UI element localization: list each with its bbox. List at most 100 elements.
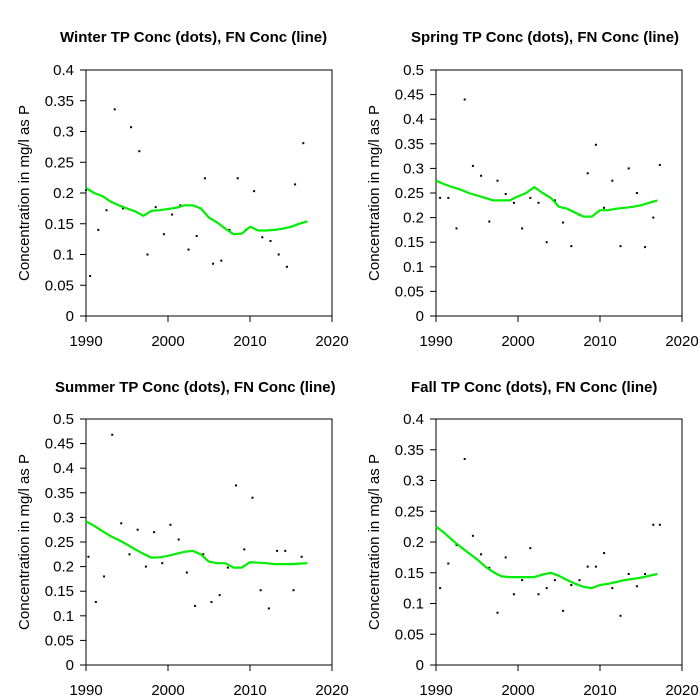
spring-tp-point [611, 179, 614, 182]
spring-tp-point [480, 174, 483, 177]
summer-tp-point [259, 589, 262, 592]
spring-tp-point [439, 196, 442, 199]
winter-panel: Winter TP Conc (dots), FN Conc (line) 0 0.… [16, 29, 349, 350]
winter-x-tick-label: 2000 [151, 333, 184, 350]
spring-y-tick-label: 0.4 [403, 111, 424, 128]
fall-tp-point [488, 566, 491, 569]
winter-plot-frame [85, 69, 333, 317]
spring-plot-frame [435, 69, 683, 317]
winter-tp-point [269, 239, 272, 242]
spring-chart-title: Spring TP Conc (dots), FN Conc (line) [411, 29, 679, 46]
summer-y-tick-label: 0.5 [53, 411, 74, 428]
fall-tp-point [529, 547, 532, 550]
summer-fn-line [85, 520, 308, 569]
winter-y-tick-label: 0 [66, 308, 74, 325]
spring-y-tick-label: 0.5 [403, 62, 424, 79]
winter-tp-point [253, 190, 256, 193]
fall-tp-point [463, 457, 466, 460]
winter-tp-point [121, 207, 124, 210]
summer-panel: Summer TP Conc (dots), FN Conc (line) 0 0.… [16, 379, 349, 699]
summer-tp-point [103, 575, 106, 578]
spring-y-axis-label: Concentration in mg/l as P [366, 105, 383, 281]
spring-x-tick-label: 2000 [501, 333, 534, 350]
spring-y-tick-label: 0.25 [395, 185, 424, 202]
spring-y-tick-label: 0 [416, 308, 424, 325]
winter-tp-point [220, 259, 223, 262]
summer-tp-point [284, 549, 287, 552]
fall-tp-point [635, 585, 638, 588]
fall-tp-point [570, 584, 573, 587]
summer-tp-point [243, 548, 246, 551]
spring-tp-point [562, 221, 565, 224]
summer-tp-point [153, 531, 156, 534]
summer-y-tick-label: 0.35 [45, 485, 74, 502]
spring-tp-point [512, 201, 515, 204]
summer-tp-point [194, 604, 197, 607]
fall-fn-line [435, 525, 658, 590]
fall-y-tick-label: 0.3 [403, 473, 424, 490]
summer-y-tick-label: 0 [66, 657, 74, 674]
winter-tp-point [130, 126, 133, 129]
summer-y-tick-label: 0.1 [53, 608, 74, 625]
spring-panel: Spring TP Conc (dots), FN Conc (line) 0 0.… [366, 29, 699, 350]
summer-tp-point [300, 555, 303, 558]
fall-tp-point [521, 579, 524, 582]
winter-y-tick-label: 0.4 [53, 62, 74, 79]
winter-tp-point [261, 236, 264, 239]
summer-tp-point [276, 549, 279, 552]
spring-tp-point [488, 220, 491, 223]
fall-plot-frame [435, 418, 683, 666]
summer-tp-point [218, 594, 221, 597]
fall-tp-point [496, 611, 499, 614]
winter-y-tick-label: 0.05 [45, 277, 74, 294]
summer-x-tick-label: 1990 [69, 682, 102, 699]
fall-y-tick-label: 0.25 [395, 503, 424, 520]
winter-tp-point [212, 262, 215, 265]
winter-tp-point [179, 204, 182, 207]
summer-tp-point [144, 565, 147, 568]
fall-y-tick-label: 0.2 [403, 534, 424, 551]
summer-x-tick-label: 2010 [233, 682, 266, 699]
fall-tp-point [545, 587, 548, 590]
fall-tp-point [611, 587, 614, 590]
winter-tp-point [85, 188, 87, 191]
summer-y-tick-label: 0.45 [45, 436, 74, 453]
spring-tp-point [496, 179, 499, 182]
summer-y-axis-label: Concentration in mg/l as P [16, 454, 33, 630]
spring-tp-point [529, 196, 532, 199]
summer-tp-point [185, 571, 188, 574]
summer-tp-point [202, 553, 205, 556]
fall-tp-point [644, 572, 647, 575]
winter-tp-point [302, 142, 305, 145]
winter-y-tick-label: 0.3 [53, 124, 74, 141]
spring-tp-point [635, 192, 638, 194]
spring-tp-point [603, 206, 606, 209]
summer-y-tick-label: 0.05 [45, 632, 74, 649]
spring-x-tick-label: 1990 [419, 333, 452, 350]
winter-tp-point [285, 265, 288, 268]
fall-tp-point [553, 579, 556, 582]
spring-tp-point [619, 245, 622, 248]
spring-y-tick-label: 0.15 [395, 234, 424, 251]
winter-tp-point [89, 275, 92, 278]
fall-x-tick-label: 1990 [419, 682, 452, 699]
winter-tp-point [105, 209, 108, 212]
spring-tp-point [627, 167, 630, 170]
fall-chart-title: Fall TP Conc (dots), FN Conc (line) [411, 379, 657, 396]
summer-chart-title: Summer TP Conc (dots), FN Conc (line) [55, 379, 336, 396]
spring-x-tick-label: 2010 [583, 333, 616, 350]
summer-tp-point [292, 589, 295, 592]
fall-y-tick-label: 0.35 [395, 442, 424, 459]
spring-y-tick-label: 0.45 [395, 87, 424, 104]
winter-tp-point [138, 150, 141, 153]
fall-tp-point [455, 544, 458, 547]
winter-tp-point [195, 235, 198, 238]
summer-tp-point [128, 553, 131, 556]
fall-tp-point [619, 614, 622, 617]
winter-tp-point [236, 177, 239, 180]
summer-x-tick-label: 2000 [151, 682, 184, 699]
spring-tp-point [652, 216, 655, 219]
fall-y-axis-label: Concentration in mg/l as P [366, 454, 383, 630]
winter-x-tick-label: 2020 [315, 333, 348, 350]
summer-tp-point [251, 496, 254, 499]
